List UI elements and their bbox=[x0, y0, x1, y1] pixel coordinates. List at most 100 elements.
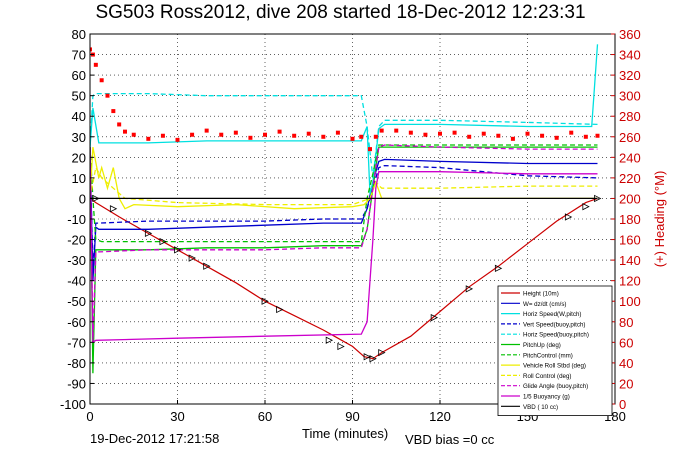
series-line-9 bbox=[90, 144, 598, 343]
heading-point bbox=[233, 130, 238, 135]
heading-point bbox=[510, 136, 515, 141]
heading-point bbox=[408, 130, 413, 135]
y2-tick-label: 80 bbox=[619, 315, 633, 330]
y2-tick-label: 360 bbox=[619, 27, 641, 42]
series-line-5 bbox=[90, 146, 598, 374]
x-tick-label: 120 bbox=[429, 409, 451, 424]
y2-tick-label: 60 bbox=[619, 335, 633, 350]
y-tick-label: -100 bbox=[60, 397, 86, 412]
height-marker bbox=[109, 205, 118, 213]
legend-label: W= dz/dt (cm/s) bbox=[523, 301, 567, 308]
y-tick-label: 40 bbox=[72, 109, 86, 124]
y2-tick-label: 340 bbox=[619, 48, 641, 63]
y2-tick-label: 100 bbox=[619, 294, 641, 309]
y-tick-label: 30 bbox=[72, 130, 86, 145]
y-tick-label: 80 bbox=[72, 27, 86, 42]
heading-point bbox=[90, 47, 92, 52]
heading-point bbox=[438, 131, 442, 136]
heading-point bbox=[306, 131, 311, 136]
height-marker bbox=[261, 297, 269, 305]
heading-point bbox=[595, 133, 600, 138]
y2-tick-label: 280 bbox=[619, 109, 641, 124]
y-tick-label: -20 bbox=[67, 233, 86, 248]
series-group bbox=[90, 44, 602, 374]
y-tick-label: -60 bbox=[67, 315, 86, 330]
heading-point bbox=[359, 134, 364, 139]
heading-point bbox=[204, 128, 209, 133]
height-marker bbox=[564, 213, 573, 221]
y-tick-label: -40 bbox=[67, 274, 86, 289]
y-tick-label: -50 bbox=[67, 294, 86, 309]
series-line-7 bbox=[90, 146, 598, 210]
height-marker bbox=[203, 262, 211, 270]
y2-tick-label: 300 bbox=[619, 89, 641, 104]
heading-point bbox=[190, 132, 195, 137]
y2-tick-label: 220 bbox=[619, 171, 641, 186]
legend-label: PitchControl (mm) bbox=[523, 352, 573, 359]
y2-tick-label: 0 bbox=[619, 397, 626, 412]
heading-point bbox=[368, 147, 372, 152]
heading-point bbox=[219, 132, 224, 137]
legend-label: Height (10m) bbox=[523, 291, 559, 298]
y2-tick-label: 160 bbox=[619, 233, 641, 248]
legend-box bbox=[497, 285, 613, 417]
x-tick-label: 0 bbox=[86, 409, 93, 424]
heading-point bbox=[146, 136, 151, 141]
footer-note: VBD bias =0 cc bbox=[405, 432, 495, 447]
y-tick-label: -70 bbox=[67, 335, 86, 350]
heading-point bbox=[117, 122, 122, 127]
series-line-10 bbox=[90, 147, 598, 344]
footer-date: 19-Dec-2012 17:21:58 bbox=[90, 431, 220, 446]
heading-point bbox=[99, 78, 104, 83]
series-line-6 bbox=[90, 144, 598, 243]
y2-tick-label: 320 bbox=[619, 68, 641, 83]
series-line-2 bbox=[90, 44, 599, 195]
heading-point bbox=[292, 133, 297, 138]
heading-point bbox=[452, 130, 457, 135]
x-tick-label: 60 bbox=[258, 409, 272, 424]
legend-label: VBD ( 10 cc) bbox=[523, 404, 558, 411]
y2-tick-label: 40 bbox=[619, 356, 633, 371]
legend-label: Vert Speed(buoy,pitch) bbox=[523, 321, 585, 328]
heading-point bbox=[321, 134, 326, 139]
legend-label: Vehicle Roll Stbd (deg) bbox=[523, 363, 586, 370]
heading-point bbox=[423, 132, 428, 137]
height-marker bbox=[465, 285, 474, 293]
y-tick-label: 0 bbox=[79, 191, 86, 206]
heading-point bbox=[379, 128, 384, 133]
heading-point bbox=[248, 135, 253, 140]
height-marker bbox=[188, 254, 196, 262]
heading-point bbox=[93, 62, 98, 67]
series-line-8 bbox=[90, 165, 598, 206]
heading-point bbox=[335, 130, 340, 135]
y2-tick-label: 260 bbox=[619, 130, 641, 145]
height-marker bbox=[494, 264, 503, 272]
heading-point bbox=[105, 93, 110, 98]
height-marker bbox=[594, 194, 602, 203]
height-marker bbox=[582, 203, 590, 211]
heading-point bbox=[175, 137, 180, 142]
y-tick-label: 60 bbox=[72, 68, 86, 83]
y2-tick-label: 120 bbox=[619, 274, 641, 289]
height-marker bbox=[276, 305, 284, 314]
series-line-3 bbox=[90, 147, 598, 271]
heading-point bbox=[350, 136, 355, 141]
series-line-4 bbox=[90, 92, 598, 178]
y-tick-label: 50 bbox=[72, 89, 86, 104]
y-tick-label: 20 bbox=[72, 150, 86, 165]
chart-title: SG503 Ross2012, dive 208 started 18-Dec-… bbox=[95, 2, 586, 23]
y-tick-label: -90 bbox=[67, 376, 86, 391]
heading-point bbox=[554, 135, 559, 140]
legend-label: Roll Control (deg) bbox=[523, 373, 572, 380]
heading-point bbox=[583, 134, 588, 139]
y2-tick-label: 140 bbox=[619, 253, 641, 268]
heading-point bbox=[263, 132, 267, 137]
y-tick-label: -80 bbox=[67, 356, 86, 371]
legend-label: 1/5 Buoyancy (g) bbox=[523, 394, 570, 401]
heading-point bbox=[123, 129, 127, 134]
y2-axis-label: (+) Heading (°M) bbox=[652, 171, 667, 268]
height-marker bbox=[174, 246, 182, 254]
height-marker bbox=[159, 237, 167, 246]
